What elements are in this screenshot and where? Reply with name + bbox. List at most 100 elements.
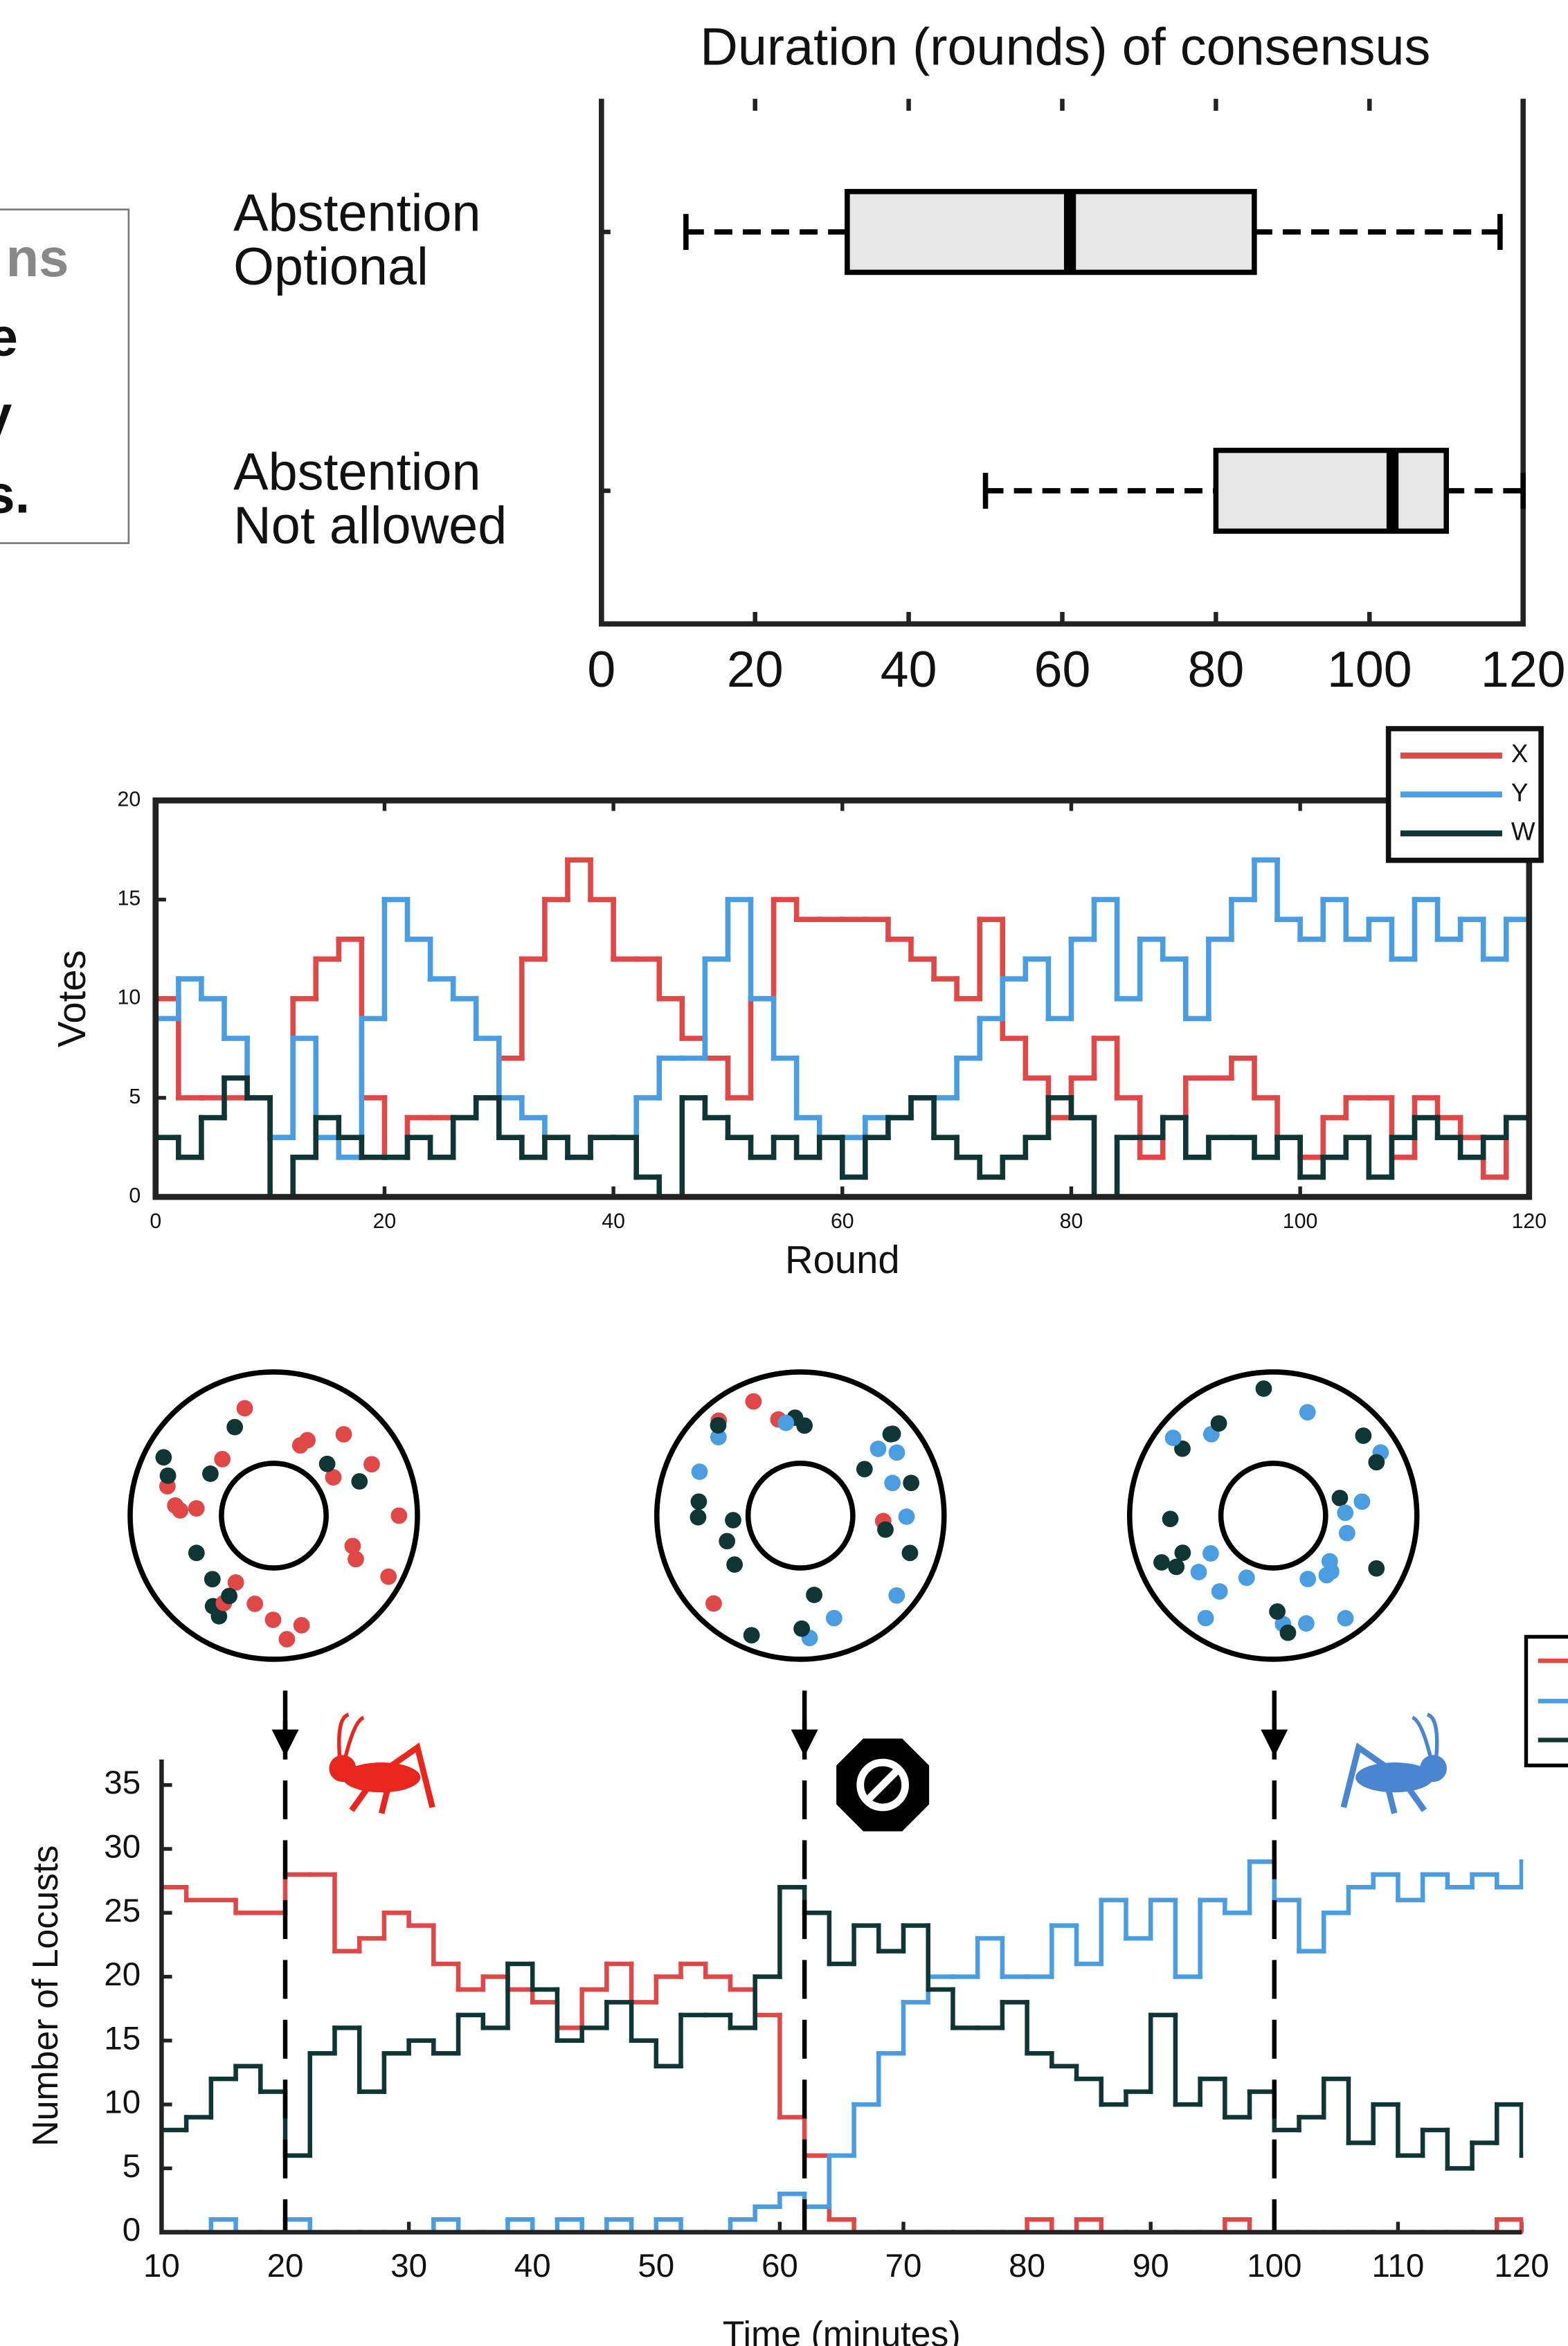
- locust-dot: [167, 1497, 184, 1514]
- locust-dot: [888, 1587, 905, 1604]
- locust-dot: [1210, 1415, 1227, 1432]
- cropped-legend: [1524, 1634, 1568, 1768]
- x-tick-label: 40: [514, 2248, 551, 2284]
- x-tick-label: 120: [1494, 2248, 1549, 2284]
- locust-dot: [1174, 1544, 1191, 1561]
- locust-dot: [903, 1474, 920, 1492]
- y-tick-label: 25: [104, 1893, 141, 1929]
- y-tick-label: 5: [129, 1085, 141, 1108]
- event-arrow-head: [791, 1729, 818, 1757]
- chart-title: Duration (rounds) of consensus: [700, 19, 1430, 77]
- x-tick-label: 80: [1060, 1210, 1083, 1233]
- y-tick-label: 35: [104, 1765, 141, 1801]
- locust-dot: [1153, 1554, 1170, 1571]
- side-text: y: [0, 386, 12, 445]
- side-box: [0, 208, 130, 544]
- locust-dot: [825, 1609, 842, 1627]
- x-tick-label: 60: [1034, 640, 1091, 698]
- locust-dot: [351, 1473, 368, 1490]
- locust-dot: [884, 1474, 901, 1492]
- locust-dot: [888, 1444, 905, 1461]
- locust-dot: [1353, 1493, 1371, 1510]
- locust-dot: [1338, 1524, 1355, 1542]
- x-tick-label: 40: [881, 640, 937, 698]
- x-tick-label: 20: [373, 1210, 397, 1233]
- locust-dot: [1269, 1603, 1286, 1620]
- x-tick-label: 100: [1327, 640, 1412, 698]
- y-tick-label: 10: [104, 2084, 141, 2121]
- arena-inner: [219, 1461, 329, 1571]
- locust-dot: [188, 1544, 205, 1562]
- legend-label: X: [1511, 739, 1529, 768]
- legend-label: Y: [1511, 778, 1529, 806]
- locust-dot: [1197, 1609, 1214, 1627]
- y-tick-label: 5: [123, 2148, 141, 2185]
- locust-dot: [1168, 1558, 1185, 1576]
- locust-dot: [1162, 1510, 1179, 1528]
- locust-dot: [745, 1393, 762, 1410]
- locust-dot: [325, 1469, 342, 1486]
- locust-dot: [1337, 1504, 1354, 1522]
- locust-dot: [806, 1587, 822, 1603]
- locust-dot: [793, 1620, 810, 1637]
- x-tick-label: 110: [1372, 2248, 1425, 2284]
- locust-dot: [278, 1631, 296, 1648]
- stop-icon: [836, 1738, 930, 1832]
- locust-dot: [777, 1414, 795, 1432]
- locust-dot: [691, 1463, 708, 1480]
- plot-lines: [161, 1859, 1524, 2234]
- x-tick-label: 120: [1481, 640, 1566, 698]
- y-tick-label: Abstention: [233, 443, 480, 501]
- x-tick-label: 100: [1247, 2248, 1301, 2284]
- locust-dot: [719, 1533, 736, 1550]
- side-text: ns: [6, 228, 69, 288]
- y-tick-label: Not allowed: [233, 497, 507, 555]
- x-axis-label: Round: [785, 1238, 900, 1281]
- y-tick-label: 15: [104, 2020, 141, 2057]
- arena-inner: [745, 1461, 856, 1571]
- x-tick-label: 60: [831, 1210, 854, 1233]
- locust-dot: [293, 1617, 310, 1634]
- locust-dot: [363, 1456, 380, 1473]
- locust-dot: [1323, 1563, 1340, 1580]
- locust-dot: [264, 1612, 282, 1628]
- locust-dot: [1164, 1429, 1182, 1447]
- locust-dot: [1190, 1564, 1207, 1580]
- x-tick-label: 70: [885, 2248, 922, 2284]
- locust-dot: [1355, 1427, 1372, 1444]
- x-tick-label: 10: [143, 2248, 180, 2284]
- y-tick-label: 0: [129, 1184, 141, 1207]
- locust-dot: [1368, 1454, 1385, 1471]
- y-tick-label: 20: [118, 788, 141, 811]
- box: [845, 188, 1257, 276]
- x-tick-label: 20: [727, 640, 784, 698]
- locust-dot: [796, 1417, 813, 1434]
- y-tick-label: 15: [118, 887, 141, 910]
- locust-dot: [246, 1595, 264, 1612]
- locust-dot: [214, 1450, 231, 1468]
- locust-dot: [882, 1425, 899, 1443]
- locust-dot: [901, 1544, 919, 1562]
- locust-dot: [710, 1429, 727, 1445]
- locust-dot: [1297, 1615, 1315, 1632]
- locust-dot: [710, 1417, 727, 1434]
- locust-dot: [159, 1467, 177, 1484]
- x-tick-label: 100: [1283, 1210, 1317, 1233]
- y-tick-label: Optional: [233, 238, 429, 296]
- x-tick-label: 0: [587, 640, 615, 698]
- locust-icon-blue: [1340, 1713, 1447, 1814]
- locust-dot: [690, 1493, 708, 1510]
- y-axis-label: Votes: [50, 950, 93, 1047]
- axes-frame: [599, 98, 1526, 627]
- y-tick-label: 20: [104, 1956, 141, 1993]
- plot-lines: [155, 857, 1529, 1198]
- arena-inner: [1218, 1461, 1328, 1571]
- locust-dot: [335, 1426, 352, 1443]
- locust-dot: [226, 1418, 244, 1436]
- locust-dot: [1174, 1440, 1191, 1457]
- locust-dot: [348, 1551, 364, 1568]
- locust-dot: [1368, 1560, 1385, 1577]
- locust-dot: [1255, 1380, 1272, 1397]
- locust-dot: [743, 1627, 760, 1644]
